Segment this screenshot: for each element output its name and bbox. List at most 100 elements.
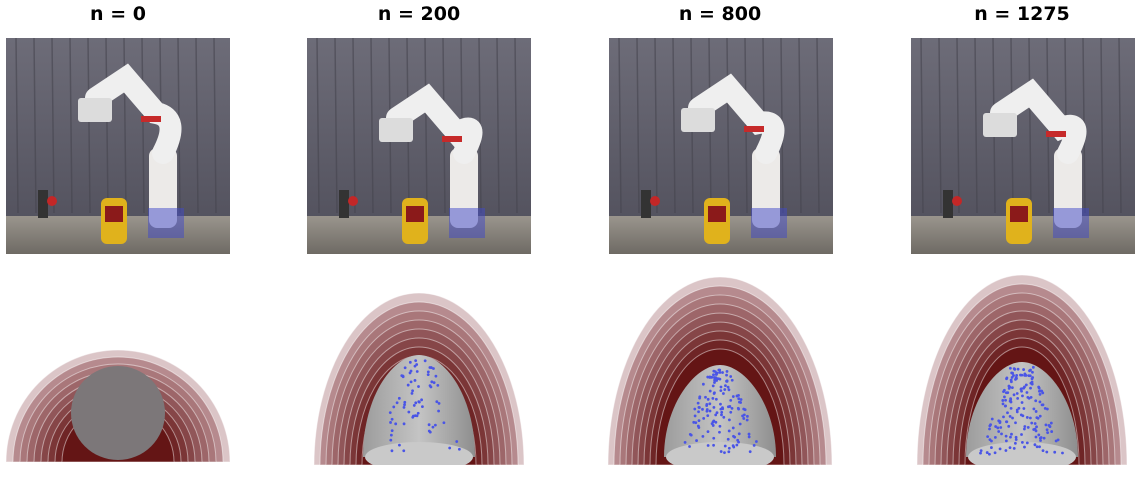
sample-point xyxy=(1023,428,1026,431)
sample-point xyxy=(1006,391,1009,394)
sample-point xyxy=(999,420,1002,423)
sample-point xyxy=(1021,441,1024,444)
sample-point xyxy=(1020,433,1023,436)
sample-point xyxy=(704,396,707,399)
sample-point xyxy=(1021,394,1024,397)
sample-point xyxy=(427,373,430,376)
sample-point xyxy=(732,444,735,447)
sample-point xyxy=(1001,399,1004,402)
sample-point xyxy=(723,451,726,454)
sample-point xyxy=(1035,416,1038,419)
sample-point xyxy=(728,418,731,421)
sample-point xyxy=(712,370,715,373)
sample-point xyxy=(999,426,1002,429)
sample-point xyxy=(1011,386,1014,389)
sample-point xyxy=(1015,374,1018,377)
sample-point xyxy=(1039,439,1042,442)
sample-point xyxy=(1046,431,1049,434)
robot-gripper xyxy=(78,98,112,122)
sample-point xyxy=(1013,368,1016,371)
sample-point xyxy=(1030,422,1033,425)
sample-point xyxy=(722,416,725,419)
sample-point xyxy=(1035,425,1038,428)
sample-point xyxy=(1026,416,1029,419)
sample-point xyxy=(417,412,420,415)
sample-point xyxy=(1022,387,1025,390)
sample-point xyxy=(1046,408,1049,411)
sample-point xyxy=(1035,410,1038,413)
sample-point xyxy=(430,380,433,383)
sample-point xyxy=(724,445,727,448)
sample-point xyxy=(720,386,723,389)
sample-point xyxy=(720,450,723,453)
sample-point xyxy=(435,375,438,378)
sample-point xyxy=(719,389,722,392)
sample-point xyxy=(402,449,405,452)
sample-point xyxy=(749,450,752,453)
sample-point xyxy=(1025,384,1028,387)
sample-point xyxy=(713,392,716,395)
sample-point xyxy=(1020,374,1023,377)
robot-photo xyxy=(307,38,531,254)
sample-point xyxy=(707,430,710,433)
sample-point xyxy=(739,423,742,426)
sample-point xyxy=(1000,433,1003,436)
sample-point xyxy=(746,419,749,422)
sample-point xyxy=(417,400,420,403)
sample-point xyxy=(1039,400,1042,403)
sample-point xyxy=(1014,378,1017,381)
sample-point xyxy=(1053,451,1056,454)
sample-point xyxy=(729,399,732,402)
robot-photo xyxy=(609,38,833,254)
sample-point xyxy=(391,429,394,432)
sample-point xyxy=(400,374,403,377)
sample-point xyxy=(715,398,718,401)
sample-point xyxy=(1010,433,1013,436)
sample-point xyxy=(1023,446,1026,449)
sample-point xyxy=(403,403,406,406)
sample-point xyxy=(411,389,414,392)
sample-point xyxy=(414,379,417,382)
sample-point xyxy=(1003,396,1006,399)
panel-title: n = 1275 xyxy=(974,3,1070,25)
red-marker xyxy=(47,196,57,206)
sample-point xyxy=(708,402,711,405)
sample-point xyxy=(1020,414,1023,417)
sample-point xyxy=(1039,415,1042,418)
sample-point xyxy=(702,417,705,420)
sample-point xyxy=(1005,435,1008,438)
sample-point xyxy=(1005,420,1008,423)
sample-point xyxy=(707,398,710,401)
base-light xyxy=(751,208,787,238)
sample-point xyxy=(735,444,738,447)
sample-point xyxy=(1027,426,1030,429)
sample-point xyxy=(409,361,412,364)
sample-point xyxy=(1009,398,1012,401)
sample-point xyxy=(980,449,983,452)
sample-point xyxy=(1049,425,1052,428)
sample-point xyxy=(732,395,735,398)
sample-point xyxy=(443,421,446,424)
sample-point xyxy=(1013,447,1016,450)
sample-point xyxy=(719,371,722,374)
sample-point xyxy=(410,380,413,383)
sample-point xyxy=(692,421,695,424)
sample-point xyxy=(723,388,726,391)
sample-point xyxy=(713,406,716,409)
sample-point xyxy=(1005,377,1008,380)
sample-point xyxy=(409,372,412,375)
sample-point xyxy=(716,411,719,414)
robot-gripper xyxy=(983,113,1017,137)
sample-point xyxy=(729,375,732,378)
sample-point xyxy=(706,414,709,417)
sample-point xyxy=(1007,425,1010,428)
sample-point xyxy=(390,434,393,437)
sample-point xyxy=(1017,368,1020,371)
sample-point xyxy=(1016,392,1019,395)
sample-point xyxy=(706,408,709,411)
sample-point xyxy=(688,445,691,448)
sample-point xyxy=(715,373,718,376)
sample-point xyxy=(432,367,435,370)
sample-point xyxy=(746,415,749,418)
sample-point xyxy=(398,444,401,447)
